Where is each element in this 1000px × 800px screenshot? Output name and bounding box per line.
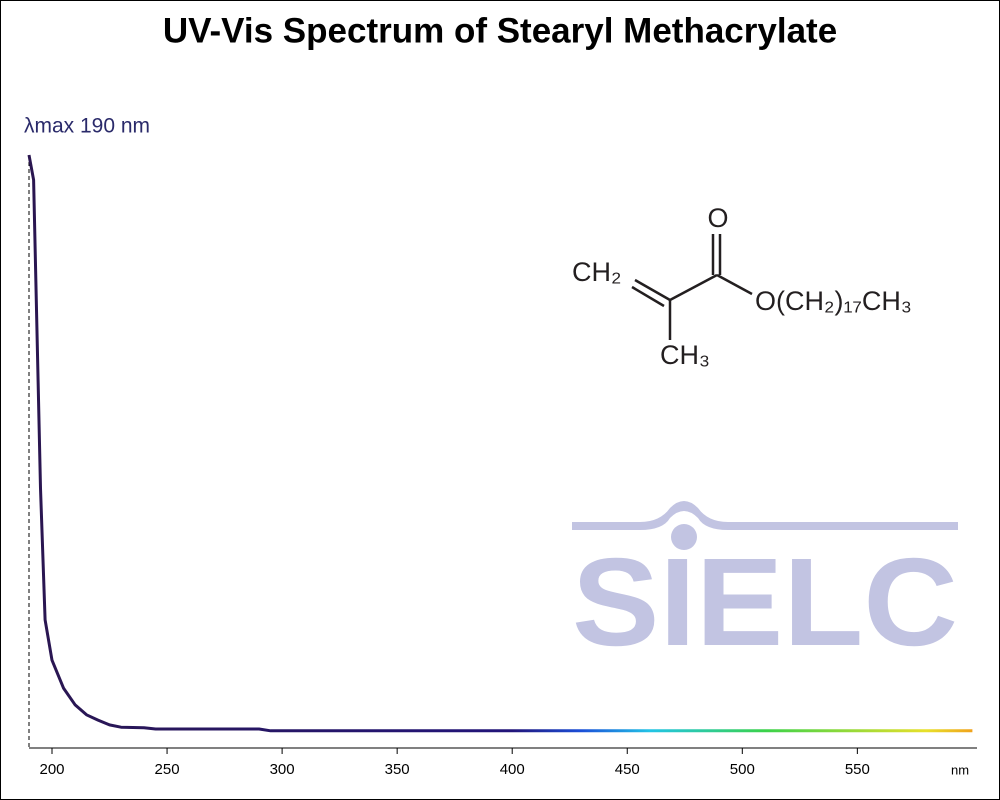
chart-title: UV-Vis Spectrum of Stearyl Methacrylate [163,11,837,50]
logo-arc [572,501,958,530]
structure-label: CH₃ [660,340,710,370]
x-tick-label: 300 [270,761,295,778]
structure-label: O [707,203,728,233]
x-tick-label: 450 [615,761,640,778]
x-tick-label: 500 [730,761,755,778]
x-tick-label: 400 [500,761,525,778]
structure-label: CH₂ [572,257,621,287]
structure-label: O(CH₂)₁₇CH₃ [755,286,912,316]
x-tick-label: 550 [845,761,870,778]
x-tick-label: 200 [39,761,64,778]
x-tick-label: 250 [155,761,180,778]
spectrum-line [27,154,973,733]
x-axis-label: nm [951,762,969,777]
annotation: λmax 190 nm [24,115,150,138]
watermark: SIELC [572,501,958,672]
x-tick-label: 350 [385,761,410,778]
watermark-text: SIELC [572,533,958,672]
structure-bonds [631,234,753,340]
logo-dot [671,524,697,550]
